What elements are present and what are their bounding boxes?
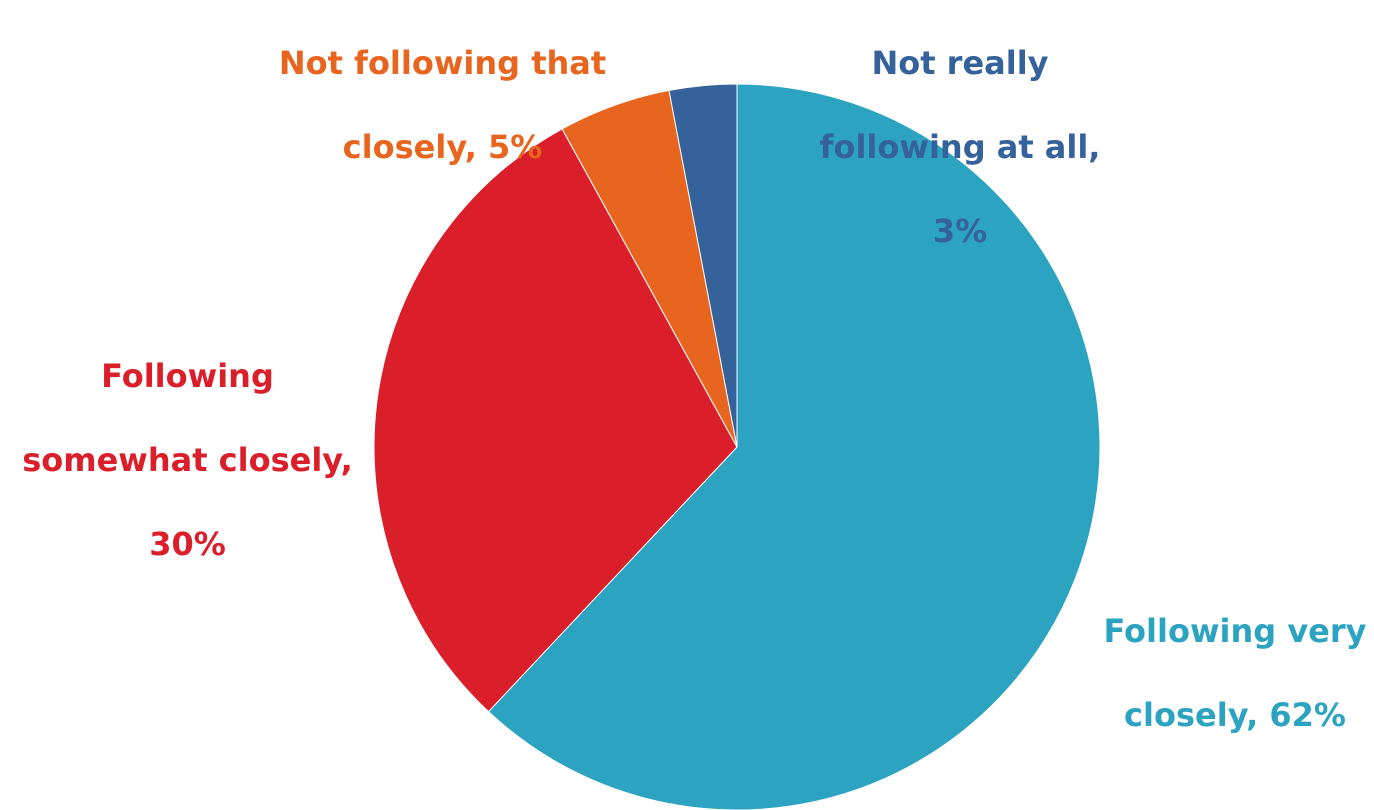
slice-label-line: Following: [101, 357, 274, 395]
slice-label-line: Not following that: [278, 44, 607, 82]
slice-label-line: closely, 62%: [1124, 696, 1346, 734]
slice-label-line: 30%: [149, 525, 226, 563]
pie-slice-following-very-closely: [487, 83, 1101, 810]
slice-label-line: somewhat closely,: [22, 441, 353, 479]
slice-label-line: Not really: [871, 44, 1049, 82]
slice-label-line: 3%: [932, 212, 988, 250]
slice-label-following-very-closely: Following very closely, 62%: [1095, 568, 1374, 778]
slice-label-not-really-following-at-all: Not really following at all, 3%: [810, 0, 1110, 294]
slice-label-line: closely, 5%: [342, 128, 543, 166]
slice-label-line: following at all,: [819, 128, 1101, 166]
slice-label-not-following-that-closely: Not following that closely, 5%: [270, 0, 615, 210]
pie-slice-not-really-following-at-all: [668, 83, 738, 448]
slice-label-line: Following very: [1103, 612, 1367, 650]
slice-label-following-somewhat-closely: Following somewhat closely, 30%: [0, 313, 375, 607]
pie-slice-following-somewhat-closely: [373, 128, 738, 713]
